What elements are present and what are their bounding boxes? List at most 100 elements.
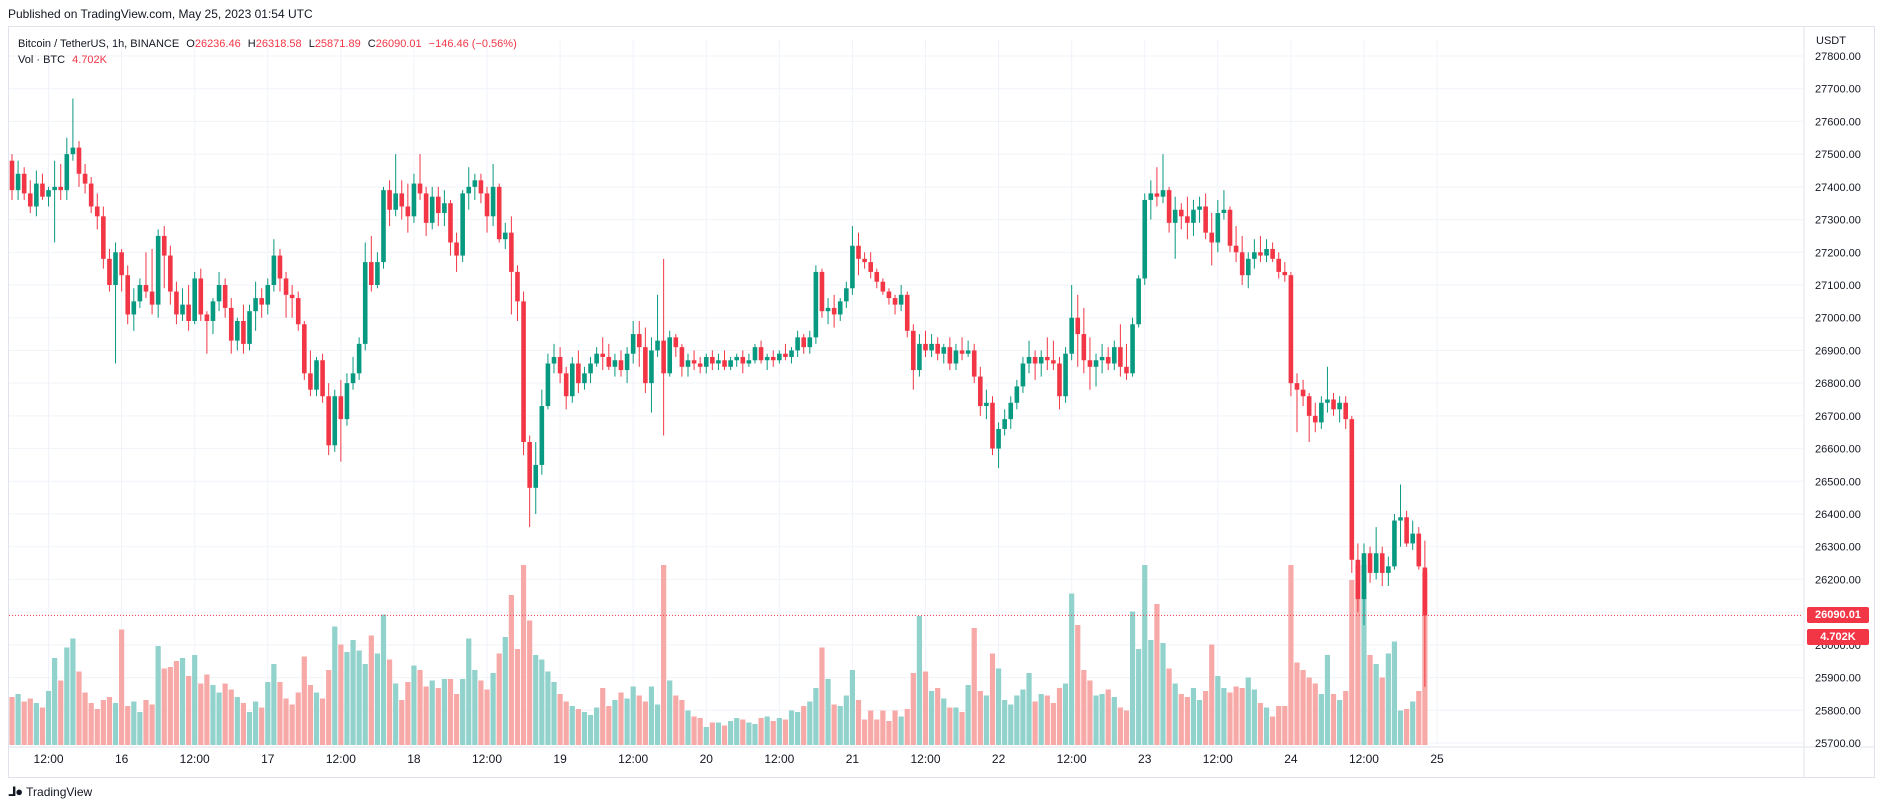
candle-body bbox=[70, 147, 76, 155]
candle-body bbox=[1361, 553, 1367, 600]
candle-body bbox=[1355, 559, 1361, 600]
volume-bar bbox=[1142, 565, 1148, 745]
volume-bar bbox=[94, 709, 100, 745]
candle-body bbox=[831, 307, 837, 315]
volume-bar bbox=[788, 710, 795, 745]
volume-bar bbox=[240, 703, 247, 745]
volume-bar bbox=[855, 700, 862, 745]
candle-body bbox=[533, 464, 539, 488]
candle-body bbox=[813, 271, 819, 338]
candle-body bbox=[758, 347, 764, 361]
candle-body bbox=[1020, 363, 1026, 387]
x-tick-label: 25 bbox=[1430, 752, 1444, 766]
ohlc-row: Bitcoin / TetherUS, 1h, BINANCE O26236.4… bbox=[18, 36, 517, 52]
volume-bar bbox=[1129, 611, 1136, 745]
y-tick-label: 27100.00 bbox=[1815, 280, 1861, 292]
candle-body bbox=[448, 203, 453, 243]
candle-body bbox=[393, 193, 398, 210]
volume-bar bbox=[1032, 701, 1038, 745]
volume-bar bbox=[1300, 670, 1306, 745]
candle-body bbox=[576, 363, 581, 384]
volume-bar bbox=[667, 680, 673, 745]
low-label: L bbox=[308, 38, 315, 50]
volume-bar bbox=[1044, 695, 1050, 745]
candle-body bbox=[460, 193, 465, 256]
candle-body bbox=[326, 396, 331, 446]
candle-body bbox=[1367, 553, 1373, 573]
volume-row: Vol · BTC 4.702K bbox=[18, 52, 517, 68]
candle-body bbox=[1063, 353, 1068, 397]
volume-bar bbox=[1385, 653, 1391, 745]
symbol-label[interactable]: Bitcoin / TetherUS, 1h, BINANCE bbox=[18, 38, 180, 50]
candle-body bbox=[655, 340, 660, 351]
volume-bar bbox=[173, 661, 180, 745]
candle-body bbox=[716, 360, 721, 364]
candle-body bbox=[1422, 567, 1428, 616]
candle-body bbox=[131, 301, 137, 315]
volume-bar bbox=[70, 638, 76, 745]
volume-bar bbox=[1343, 691, 1349, 745]
candle-body bbox=[478, 180, 484, 194]
candle-body bbox=[1045, 356, 1050, 361]
low-value: 25871.89 bbox=[314, 38, 361, 50]
volume-bar bbox=[137, 712, 143, 745]
candle-body bbox=[271, 255, 277, 285]
volume-bar bbox=[119, 629, 125, 745]
candle-body bbox=[496, 186, 502, 240]
candle-body bbox=[917, 343, 922, 371]
candle-body bbox=[953, 350, 959, 364]
candle-body bbox=[1416, 533, 1422, 567]
volume-bar bbox=[100, 700, 106, 745]
volume-bar bbox=[581, 712, 588, 745]
change-value: −146.46 (−0.56%) bbox=[428, 38, 517, 50]
volume-bar bbox=[916, 616, 923, 745]
volume-bar bbox=[746, 722, 752, 745]
volume-bar bbox=[1276, 706, 1282, 745]
candle-body bbox=[381, 190, 386, 263]
volume-bar bbox=[155, 646, 161, 745]
candle-body bbox=[1288, 275, 1294, 384]
volume-bar bbox=[131, 701, 137, 745]
candle-body bbox=[1221, 209, 1227, 214]
candle-body bbox=[898, 294, 904, 305]
volume-bar bbox=[575, 709, 581, 745]
tradingview-brand[interactable]: ⅃● TradingView bbox=[8, 784, 92, 800]
candle-body bbox=[1118, 347, 1123, 367]
candle-body bbox=[405, 206, 411, 217]
volume-bar bbox=[1288, 565, 1294, 745]
volume-bar bbox=[64, 647, 70, 745]
candle-body bbox=[94, 206, 100, 217]
volume-bar bbox=[862, 719, 868, 745]
x-tick-label: 12:00 bbox=[1057, 752, 1087, 766]
volume-bar bbox=[58, 680, 64, 745]
volume-bar bbox=[1166, 668, 1172, 745]
volume-bar bbox=[1263, 707, 1270, 745]
candle-body bbox=[1081, 334, 1087, 361]
candle-body bbox=[1410, 533, 1415, 544]
volume-bar bbox=[886, 721, 892, 745]
volume-bar bbox=[490, 673, 496, 745]
volume-bar bbox=[1160, 643, 1166, 745]
candle-body bbox=[582, 373, 587, 384]
candle-body bbox=[959, 350, 965, 354]
price-axis-unit[interactable]: USDT bbox=[1816, 35, 1846, 47]
volume-bar bbox=[210, 685, 216, 745]
y-tick-label: 27300.00 bbox=[1815, 215, 1861, 227]
candle-body bbox=[1404, 517, 1409, 544]
candle-body bbox=[825, 307, 831, 312]
volume-bar bbox=[947, 707, 953, 745]
volume-bar bbox=[740, 719, 746, 745]
volume-label[interactable]: Vol · BTC bbox=[18, 54, 66, 66]
candle-body bbox=[996, 428, 1001, 449]
volume-bar bbox=[143, 700, 149, 745]
x-tick-label: 12:00 bbox=[34, 752, 64, 766]
volume-bar bbox=[1117, 707, 1123, 745]
volume-bar bbox=[1148, 640, 1154, 745]
candle-body bbox=[941, 347, 947, 354]
y-tick-label: 27400.00 bbox=[1815, 182, 1861, 194]
volume-bar bbox=[167, 667, 173, 745]
volume-bar bbox=[752, 724, 758, 745]
candle-body bbox=[691, 360, 697, 364]
volume-bars bbox=[9, 565, 1428, 745]
